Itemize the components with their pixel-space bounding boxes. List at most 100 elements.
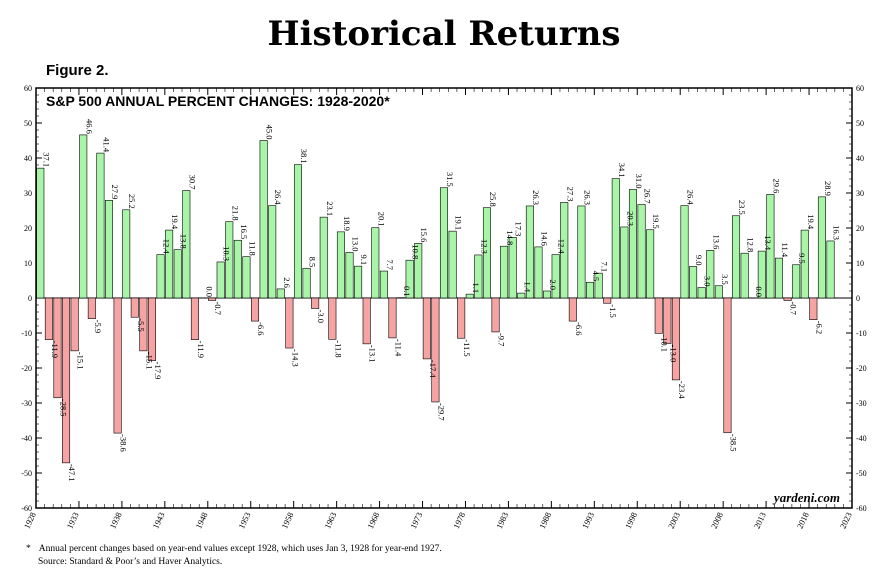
data-label-1978: 1.1: [471, 283, 481, 294]
data-label-1973: -17.4: [428, 360, 438, 378]
data-label-1985: 26.3: [531, 190, 541, 205]
footnote-line-2: Source: Standard & Poor’s and Haver Anal…: [38, 557, 223, 567]
bar-1992: [586, 281, 595, 299]
data-label-2016: 9.5: [797, 253, 807, 264]
bar-1950: [225, 221, 234, 299]
y-tick-label-left: -50: [21, 469, 32, 478]
data-label-1991: 26.3: [582, 190, 592, 205]
bar-2003: [680, 205, 689, 299]
data-label-1935: 41.4: [101, 137, 111, 153]
bar-1954: [259, 140, 268, 299]
data-label-1995: 34.1: [617, 163, 627, 178]
bar-1948: [208, 297, 217, 301]
x-tick-label: 1963: [322, 511, 338, 531]
data-label-1963: 18.9: [342, 216, 352, 231]
data-label-1974: -29.7: [436, 403, 446, 421]
y-tick-label-right: 20: [856, 224, 864, 233]
bar-1976: [448, 230, 457, 299]
bar-1986: [534, 246, 543, 299]
bar-1963: [336, 231, 345, 299]
data-label-1947: 0.0: [204, 286, 214, 297]
bar-2006: [706, 250, 715, 299]
data-label-1993: 7.1: [600, 262, 610, 273]
x-tick-label: 1938: [107, 511, 123, 531]
bar-1999: [646, 229, 655, 299]
bar-1939: [130, 297, 139, 318]
y-tick-label-left: -20: [21, 364, 32, 373]
y-tick-label-left: 60: [24, 84, 32, 93]
bar-1958: [293, 164, 302, 299]
bar-1942: [156, 254, 165, 299]
bar-1991: [577, 205, 586, 299]
y-tick-label-left: -10: [21, 329, 32, 338]
x-tick-label: 1993: [580, 511, 596, 531]
y-tick-label-right: 30: [856, 189, 864, 198]
bar-1994: [603, 297, 612, 304]
bar-1996: [620, 226, 629, 299]
data-label-2011: 0.0: [754, 286, 764, 297]
data-label-1952: 11.8: [247, 241, 257, 256]
data-label-1943: 19.4: [170, 214, 180, 230]
bar-1937: [113, 297, 122, 434]
bar-1985: [525, 205, 534, 299]
bar-1964: [345, 252, 354, 299]
bar-2012: [757, 250, 766, 299]
bar-1980: [482, 207, 491, 299]
data-label-1959: 8.5: [308, 257, 318, 268]
bar-1973: [422, 297, 431, 360]
y-tick-label-left: 0: [28, 294, 32, 303]
y-tick-label-right: -50: [856, 469, 867, 478]
data-label-1962: -11.8: [333, 340, 343, 357]
data-label-2000: -10.1: [660, 334, 670, 352]
x-tick-label: 2018: [795, 511, 811, 531]
bar-1951: [233, 239, 242, 299]
y-tick-label-left: 10: [24, 259, 32, 268]
bar-1987: [543, 290, 552, 299]
data-label-1931: -47.1: [67, 464, 77, 482]
data-label-2020: 16.3: [832, 225, 842, 240]
bar-2009: [732, 215, 741, 299]
bar-2013: [766, 194, 775, 299]
x-tick-label: 1958: [279, 511, 295, 531]
x-tick-label: 1953: [236, 511, 252, 531]
data-label-1932: -15.1: [76, 352, 86, 370]
data-label-2018: -6.2: [814, 321, 824, 334]
data-label-2003: 26.4: [686, 190, 696, 206]
bar-1977: [457, 297, 466, 339]
bar-2014: [774, 257, 783, 299]
data-label-1944: 13.8: [179, 234, 189, 249]
y-tick-label-left: 50: [24, 119, 32, 128]
bar-2001: [663, 297, 672, 344]
data-label-2010: 12.8: [746, 237, 756, 252]
data-label-1938: 25.2: [127, 194, 137, 209]
x-tick-label: 1933: [65, 511, 81, 531]
bar-1978: [465, 293, 474, 299]
x-tick-label: 2013: [752, 511, 768, 531]
data-label-2005: 3.0: [703, 276, 713, 287]
bar-2016: [792, 264, 801, 299]
bar-1967: [371, 227, 380, 299]
data-label-1998: 26.7: [643, 189, 653, 204]
data-label-2019: 28.9: [823, 181, 833, 196]
watermark: yardeni.com: [772, 490, 840, 505]
x-tick-label: 1978: [451, 511, 467, 531]
data-label-1982: 14.8: [505, 230, 515, 245]
y-tick-label-right: -30: [856, 399, 867, 408]
data-label-1941: -17.9: [153, 362, 163, 380]
bar-1943: [165, 229, 174, 299]
bar-2019: [817, 196, 826, 299]
data-label-1942: 12.4: [162, 239, 172, 255]
data-label-1929: -11.9: [50, 341, 60, 358]
page-title: Historical Returns: [267, 14, 621, 54]
data-label-1953: -6.6: [256, 322, 266, 335]
x-tick-label: 1998: [623, 511, 639, 531]
data-label-1961: 23.1: [325, 201, 335, 216]
data-label-1955: 26.4: [273, 190, 283, 206]
y-tick-label-right: 40: [856, 154, 864, 163]
data-label-1964: 13.0: [351, 237, 361, 252]
data-label-2007: 3.5: [720, 274, 730, 285]
footnote: * Annual percent changes based on year-en…: [26, 543, 442, 569]
data-label-1934: -5.9: [93, 320, 103, 333]
data-label-1946: -11.9: [196, 341, 206, 358]
bar-1997: [628, 189, 637, 299]
